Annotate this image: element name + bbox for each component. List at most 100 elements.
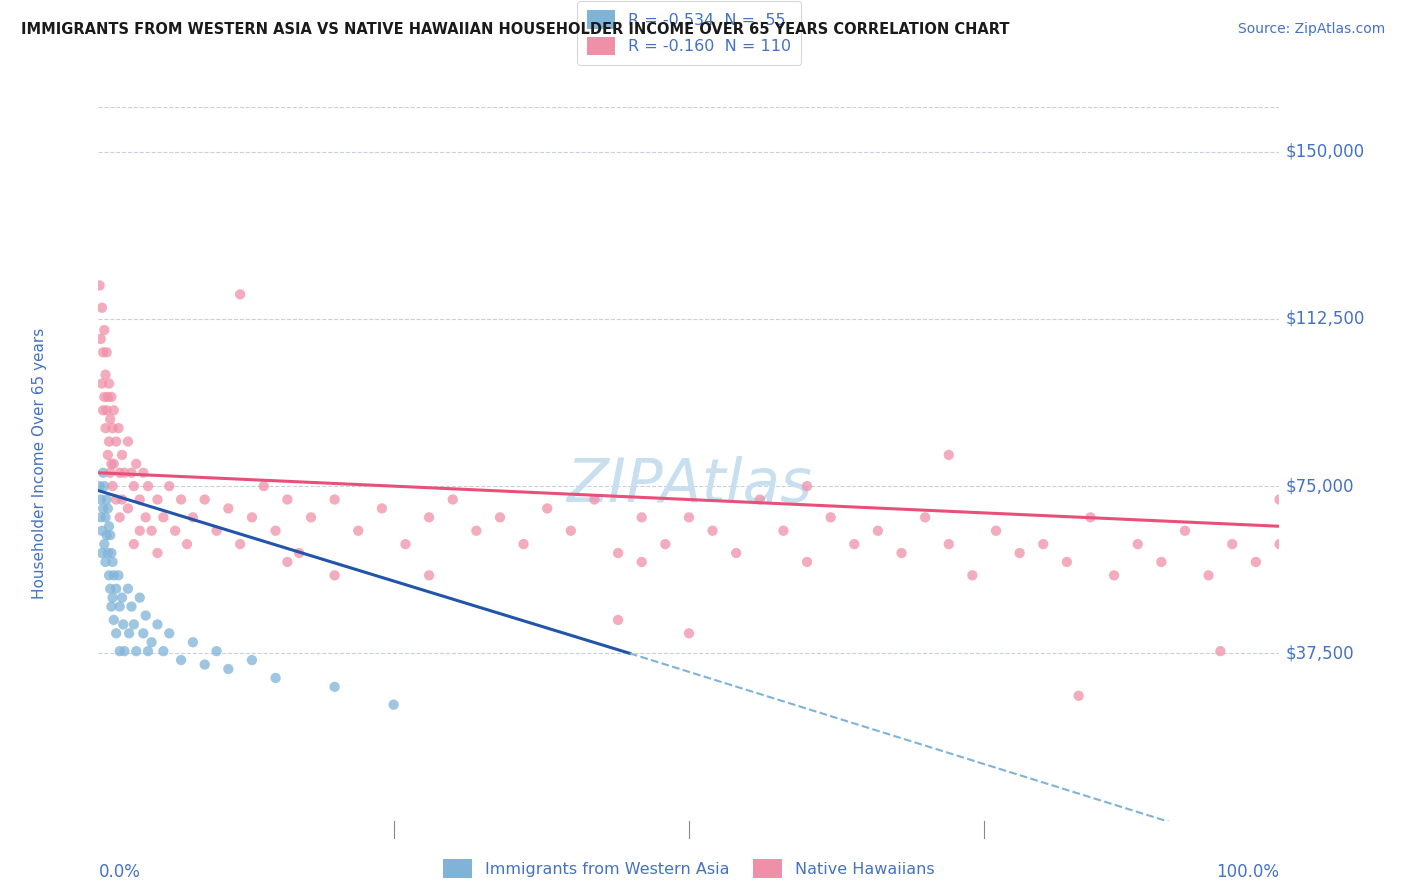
Point bbox=[90, 510, 112, 524]
Point bbox=[418, 510, 440, 524]
Point bbox=[1268, 492, 1291, 507]
Point bbox=[796, 479, 818, 493]
Point bbox=[98, 582, 121, 596]
Point bbox=[323, 680, 346, 694]
Point bbox=[125, 644, 148, 658]
Point bbox=[108, 644, 131, 658]
Point bbox=[91, 376, 114, 391]
Point bbox=[108, 466, 131, 480]
Point bbox=[820, 510, 842, 524]
Point bbox=[117, 434, 139, 449]
Point bbox=[98, 434, 121, 449]
Point bbox=[984, 524, 1007, 538]
Point bbox=[1244, 555, 1267, 569]
Point bbox=[97, 390, 120, 404]
Point bbox=[97, 448, 120, 462]
Legend: Immigrants from Western Asia, Native Hawaiians: Immigrants from Western Asia, Native Haw… bbox=[437, 853, 941, 884]
Point bbox=[136, 644, 159, 658]
Point bbox=[128, 591, 150, 605]
Point bbox=[371, 501, 394, 516]
Point bbox=[560, 524, 582, 538]
Point bbox=[97, 501, 120, 516]
Point bbox=[96, 528, 118, 542]
Point bbox=[229, 537, 252, 551]
Point bbox=[229, 287, 252, 301]
Point bbox=[489, 510, 512, 524]
Point bbox=[702, 524, 724, 538]
Point bbox=[103, 568, 125, 582]
Point bbox=[93, 479, 115, 493]
Point bbox=[128, 492, 150, 507]
Point bbox=[157, 479, 180, 493]
Point bbox=[94, 421, 117, 435]
Point bbox=[323, 492, 346, 507]
Point bbox=[725, 546, 748, 560]
Point bbox=[91, 345, 114, 359]
Point bbox=[100, 390, 122, 404]
Text: $112,500: $112,500 bbox=[1285, 310, 1365, 328]
Point bbox=[152, 510, 174, 524]
Point bbox=[105, 626, 128, 640]
Point bbox=[890, 546, 912, 560]
Point bbox=[98, 528, 121, 542]
Point bbox=[111, 591, 134, 605]
Point bbox=[748, 492, 770, 507]
Point bbox=[630, 555, 652, 569]
Point bbox=[157, 626, 180, 640]
Point bbox=[108, 510, 131, 524]
Text: 0.0%: 0.0% bbox=[98, 863, 141, 881]
Point bbox=[128, 524, 150, 538]
Point bbox=[607, 613, 630, 627]
Point bbox=[101, 479, 124, 493]
Point bbox=[176, 537, 198, 551]
Point bbox=[121, 466, 143, 480]
Point bbox=[170, 653, 193, 667]
Point bbox=[91, 466, 114, 480]
Point bbox=[914, 510, 936, 524]
Point bbox=[91, 301, 114, 315]
Point bbox=[288, 546, 311, 560]
Point bbox=[91, 524, 114, 538]
Point bbox=[465, 524, 488, 538]
Point bbox=[512, 537, 534, 551]
Point bbox=[1032, 537, 1054, 551]
Point bbox=[194, 492, 217, 507]
Point bbox=[1150, 555, 1173, 569]
Point bbox=[112, 644, 135, 658]
Point bbox=[91, 546, 114, 560]
Point bbox=[1126, 537, 1149, 551]
Point bbox=[111, 448, 134, 462]
Point bbox=[136, 479, 159, 493]
Point bbox=[100, 546, 122, 560]
Point bbox=[112, 617, 135, 632]
Point bbox=[105, 492, 128, 507]
Point bbox=[866, 524, 889, 538]
Point bbox=[118, 626, 141, 640]
Point bbox=[91, 501, 114, 516]
Point bbox=[122, 479, 145, 493]
Point bbox=[205, 644, 228, 658]
Point bbox=[1008, 546, 1031, 560]
Point bbox=[1198, 568, 1220, 582]
Point bbox=[962, 568, 984, 582]
Point bbox=[103, 403, 125, 417]
Point bbox=[89, 479, 111, 493]
Point bbox=[96, 345, 118, 359]
Point bbox=[170, 492, 193, 507]
Point bbox=[100, 599, 122, 614]
Point bbox=[382, 698, 405, 712]
Point bbox=[96, 492, 118, 507]
Text: IMMIGRANTS FROM WESTERN ASIA VS NATIVE HAWAIIAN HOUSEHOLDER INCOME OVER 65 YEARS: IMMIGRANTS FROM WESTERN ASIA VS NATIVE H… bbox=[21, 22, 1010, 37]
Point bbox=[93, 323, 115, 337]
Point bbox=[630, 510, 652, 524]
Point bbox=[98, 466, 121, 480]
Point bbox=[654, 537, 676, 551]
Point bbox=[1102, 568, 1125, 582]
Point bbox=[91, 403, 114, 417]
Point bbox=[125, 457, 148, 471]
Point bbox=[96, 403, 118, 417]
Point bbox=[796, 555, 818, 569]
Point bbox=[146, 617, 169, 632]
Point bbox=[111, 492, 134, 507]
Point bbox=[100, 457, 122, 471]
